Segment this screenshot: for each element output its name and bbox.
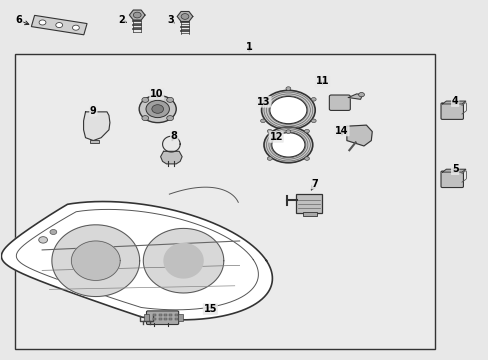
FancyBboxPatch shape: [146, 311, 178, 324]
Bar: [153, 314, 156, 316]
Polygon shape: [31, 15, 87, 35]
Circle shape: [285, 87, 290, 90]
Bar: [178, 314, 183, 320]
Bar: [163, 318, 166, 320]
Text: 7: 7: [311, 179, 318, 189]
Bar: [303, 212, 316, 216]
Circle shape: [50, 229, 57, 234]
Circle shape: [311, 98, 316, 101]
FancyBboxPatch shape: [329, 95, 349, 111]
Circle shape: [304, 129, 309, 133]
FancyBboxPatch shape: [295, 194, 322, 213]
Text: 10: 10: [150, 89, 163, 99]
Text: 1: 1: [245, 42, 252, 52]
Text: 5: 5: [451, 164, 458, 174]
Polygon shape: [347, 94, 362, 99]
Polygon shape: [129, 10, 145, 20]
Circle shape: [358, 93, 364, 97]
Circle shape: [133, 12, 141, 18]
Circle shape: [261, 90, 315, 130]
FancyBboxPatch shape: [440, 171, 463, 188]
Circle shape: [142, 116, 148, 121]
Circle shape: [39, 237, 47, 243]
Circle shape: [260, 98, 265, 101]
Polygon shape: [52, 225, 140, 297]
Circle shape: [304, 157, 309, 160]
Text: 8: 8: [170, 131, 177, 141]
Polygon shape: [346, 125, 371, 146]
Text: 15: 15: [203, 304, 217, 314]
Bar: [153, 318, 156, 320]
Polygon shape: [162, 136, 180, 152]
Circle shape: [146, 100, 169, 118]
Circle shape: [269, 96, 306, 124]
Bar: [169, 314, 172, 316]
Polygon shape: [177, 12, 192, 22]
Circle shape: [139, 95, 176, 123]
Circle shape: [72, 25, 79, 30]
Circle shape: [56, 23, 62, 28]
Polygon shape: [83, 112, 110, 140]
Text: 12: 12: [269, 132, 283, 142]
Circle shape: [271, 133, 305, 157]
Polygon shape: [160, 151, 182, 164]
Circle shape: [260, 119, 265, 123]
Text: 4: 4: [451, 96, 458, 106]
Bar: [169, 318, 172, 320]
Circle shape: [267, 129, 272, 133]
Polygon shape: [71, 241, 120, 280]
Circle shape: [166, 116, 173, 121]
Circle shape: [311, 119, 316, 123]
Bar: [163, 314, 166, 316]
Text: 13: 13: [257, 97, 270, 107]
Bar: [158, 314, 161, 316]
Polygon shape: [163, 243, 203, 278]
Text: 3: 3: [167, 15, 173, 26]
Polygon shape: [442, 101, 465, 104]
Polygon shape: [143, 228, 224, 293]
Circle shape: [267, 157, 272, 160]
Text: 9: 9: [90, 106, 97, 116]
Circle shape: [142, 97, 148, 102]
Bar: [144, 314, 149, 320]
Circle shape: [152, 105, 163, 113]
Circle shape: [181, 14, 188, 19]
Circle shape: [285, 130, 290, 134]
Bar: [174, 314, 177, 316]
FancyBboxPatch shape: [440, 103, 463, 120]
Text: 11: 11: [315, 76, 328, 86]
Bar: [90, 140, 99, 143]
Polygon shape: [442, 169, 465, 172]
Bar: [15, 54, 434, 348]
Bar: [174, 318, 177, 320]
Circle shape: [264, 127, 312, 163]
Text: 6: 6: [16, 15, 22, 26]
Polygon shape: [1, 202, 272, 320]
Circle shape: [166, 97, 173, 102]
Circle shape: [39, 20, 46, 25]
Text: 14: 14: [335, 126, 348, 135]
Text: 2: 2: [118, 15, 125, 26]
Bar: [158, 318, 161, 320]
